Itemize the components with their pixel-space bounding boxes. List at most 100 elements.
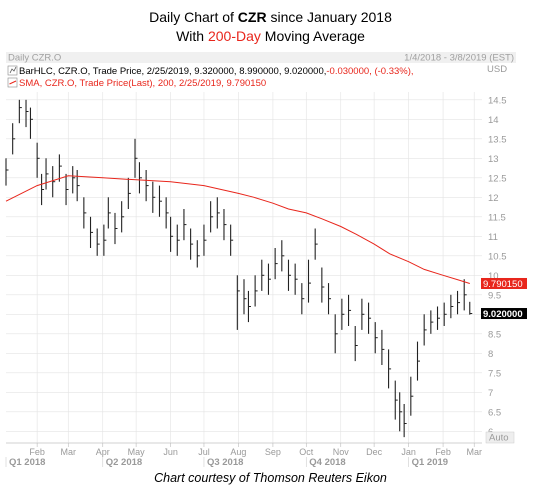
sma-last-value-tag: [481, 277, 527, 289]
price-bar: [25, 99, 29, 128]
y-tick-label: 11: [488, 232, 498, 243]
price-bar: [354, 326, 358, 362]
price-bar: [443, 302, 447, 326]
chart-caption: Chart courtesy of Thomson Reuters Eikon: [154, 471, 387, 485]
price-bar: [170, 216, 174, 252]
subtitle-suffix: Moving Average: [260, 28, 365, 44]
price-bar: [294, 263, 298, 295]
x-tick-label: Sep: [265, 447, 281, 457]
price-bar: [403, 404, 407, 438]
quarter-label: Q4 2018: [309, 457, 345, 468]
sma-line: [5, 175, 470, 284]
title-ticker: CZR: [237, 9, 267, 25]
price-bar: [29, 107, 33, 139]
legend-bar-values: BarHLC, CZR.O, Trade Price, 2/25/2019, 9…: [19, 66, 326, 77]
currency-label: USD: [487, 64, 507, 75]
price-bar: [388, 349, 392, 389]
sma-series-glyph-icon: [9, 80, 17, 85]
price-bar: [230, 224, 234, 256]
bar-series-toggle-icon[interactable]: [7, 65, 18, 76]
price-bar: [321, 267, 325, 303]
price-bar: [210, 201, 214, 233]
price-bar: [399, 392, 403, 432]
y-tick-label: 8: [488, 349, 493, 360]
price-bar: [368, 302, 372, 334]
y-axis: 66.577.588.599.51010.51111.51212.51313.5…: [488, 95, 507, 437]
y-tick-label: 13: [488, 154, 499, 165]
y-tick-label: 7: [488, 388, 493, 399]
price-bar: [361, 298, 365, 330]
panel-caption-bar: [6, 52, 516, 63]
legend-bar-text: BarHLC, CZR.O, Trade Price, 2/25/2019, 9…: [19, 66, 414, 77]
price-bar: [341, 298, 345, 330]
price-bar: [45, 158, 49, 190]
x-tick-label: Apr: [96, 447, 110, 457]
y-tick-label: 12: [488, 193, 499, 204]
price-bar: [463, 279, 467, 311]
title-prefix: Daily Chart of: [149, 9, 238, 25]
price-bar: [18, 99, 22, 124]
subtitle-highlight: 200-Day: [207, 28, 261, 44]
y-tick-label: 6.5: [488, 407, 501, 418]
price-bar: [274, 248, 278, 280]
price-bar: [374, 322, 378, 354]
y-tick-label: 7.5: [488, 368, 501, 379]
x-tick-label: Jan: [401, 447, 416, 457]
price-bar: [381, 329, 385, 365]
price-bar: [243, 279, 247, 315]
legend-sma-text: SMA, CZR.O, Trade Price(Last), 200, 2/25…: [19, 78, 266, 89]
price-chart[interactable]: Daily CZR.O 1/4/2018 - 3/8/2019 (EST) US…: [0, 48, 541, 468]
price-bar: [89, 216, 94, 248]
chart-title-line-1: Daily Chart of CZR since January 2018: [0, 8, 541, 26]
price-bar: [65, 173, 69, 206]
price-bar: [107, 197, 111, 229]
price-bar: [307, 259, 312, 303]
price-bar: [158, 185, 162, 217]
y-tick-label: 9.5: [488, 290, 501, 301]
price-bar: [469, 301, 473, 315]
quarter-label: Q1 2019: [412, 457, 448, 468]
x-tick-label: Aug: [230, 447, 246, 457]
x-tick-label: Nov: [333, 447, 350, 457]
y-tick-label: 14.5: [488, 95, 507, 106]
bar-series-glyph-icon: [9, 66, 17, 74]
price-bar: [72, 166, 76, 194]
price-bar: [58, 154, 62, 182]
price-bar: [134, 138, 138, 178]
y-tick-label: 14: [488, 115, 499, 126]
auto-scale-button[interactable]: [485, 431, 515, 444]
panel-name: Daily CZR.O: [8, 53, 61, 64]
auto-scale-label: Auto: [489, 433, 509, 444]
x-tick-label: Mar: [466, 447, 482, 457]
y-tick-label: 11.5: [488, 212, 506, 223]
price-bar: [145, 170, 149, 202]
price-bar: [254, 275, 258, 307]
price-bar: [36, 142, 40, 178]
price-bar: [436, 306, 441, 330]
price-bar: [165, 197, 169, 229]
x-tick-label: Oct: [299, 447, 314, 457]
price-bar: [114, 212, 118, 245]
price-bar: [223, 209, 227, 241]
price-bar: [52, 166, 56, 198]
price-bar: [450, 294, 454, 319]
x-tick-label: Jul: [198, 447, 210, 457]
title-suffix: since January 2018: [266, 9, 392, 25]
price-bar: [236, 275, 240, 330]
price-bar: [267, 263, 271, 295]
legend-bar-change: -0.030000, (-0.33%),: [326, 66, 413, 77]
y-tick-label: 8.5: [488, 329, 501, 340]
price-bar: [456, 290, 461, 315]
price-bars: [5, 99, 473, 438]
x-tick-label: Dec: [366, 447, 383, 457]
price-bar: [127, 177, 131, 209]
price-bar: [416, 341, 420, 381]
y-tick-label: 10: [488, 271, 499, 282]
price-bar: [76, 170, 80, 202]
x-axis: Feb Mar Apr May Jun Jul Aug Sep Oct Nov Dec Jan Feb M…: [5, 443, 482, 468]
sma-last-value: 9.790150: [483, 279, 523, 290]
price-bar: [261, 259, 265, 291]
date-range: 1/4/2018 - 3/8/2019 (EST): [404, 53, 514, 64]
quarter-label: Q2 2018: [106, 457, 142, 468]
price-bar: [83, 197, 87, 229]
